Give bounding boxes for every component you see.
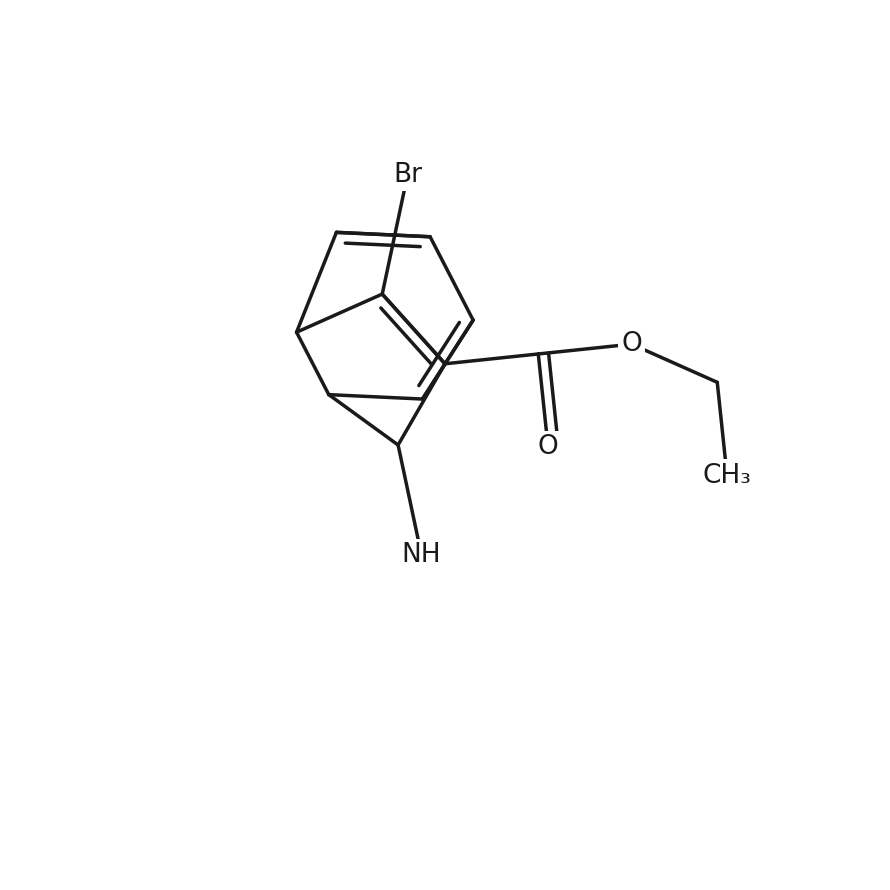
Text: Br: Br xyxy=(393,162,422,188)
Text: O: O xyxy=(538,434,558,460)
Text: O: O xyxy=(621,331,642,357)
Text: NH: NH xyxy=(401,542,441,568)
Text: CH₃: CH₃ xyxy=(702,463,751,489)
